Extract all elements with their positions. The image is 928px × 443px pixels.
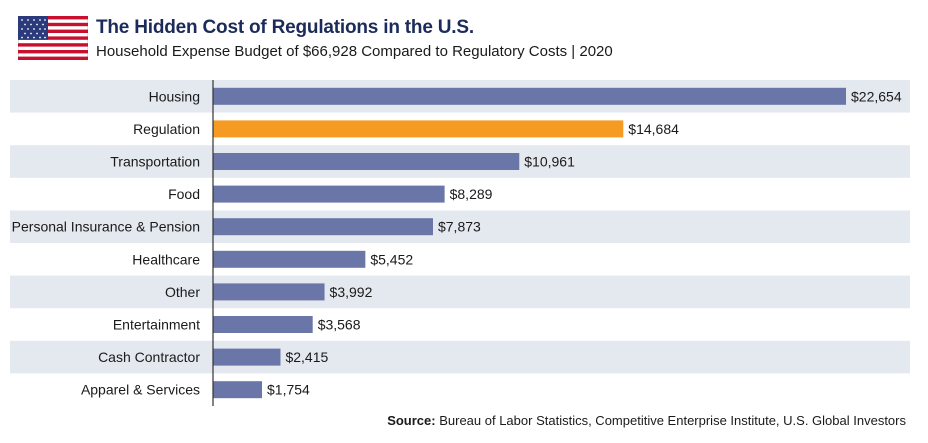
bar bbox=[213, 120, 624, 138]
value-label: $8,289 bbox=[450, 186, 493, 202]
row-band bbox=[10, 340, 910, 374]
value-label: $7,873 bbox=[438, 219, 481, 235]
bar bbox=[213, 381, 263, 399]
bar bbox=[213, 87, 846, 105]
value-label: $14,684 bbox=[628, 121, 679, 137]
category-label: Personal Insurance & Pension bbox=[12, 219, 200, 235]
chart-subtitle: Household Expense Budget of $66,928 Comp… bbox=[96, 43, 613, 60]
bar bbox=[213, 316, 313, 333]
value-label: $3,992 bbox=[330, 284, 373, 300]
source-note: Source: Bureau of Labor Statistics, Comp… bbox=[387, 413, 906, 428]
category-label: Healthcare bbox=[132, 251, 200, 267]
bar bbox=[213, 218, 433, 236]
row-band bbox=[10, 210, 910, 243]
bar bbox=[213, 348, 281, 366]
value-label: $22,654 bbox=[851, 88, 902, 104]
value-label: $1,754 bbox=[267, 382, 310, 398]
bar bbox=[213, 250, 366, 268]
category-label: Housing bbox=[149, 88, 200, 104]
category-label: Apparel & Services bbox=[81, 382, 200, 398]
source-text: Bureau of Labor Statistics, Competitive … bbox=[439, 413, 906, 428]
value-label: $3,568 bbox=[318, 317, 361, 333]
chart-header: The Hidden Cost of Regulations in the U.… bbox=[18, 14, 918, 62]
category-label: Other bbox=[165, 284, 200, 300]
value-label: $5,452 bbox=[370, 251, 413, 267]
bar bbox=[213, 185, 445, 203]
bar-chart: Housing $22,654 Regulation $14,684 Transport… bbox=[10, 80, 910, 406]
category-label: Cash Contractor bbox=[98, 349, 200, 365]
source-label: Source: bbox=[387, 413, 436, 428]
category-label: Entertainment bbox=[113, 317, 200, 333]
bar bbox=[213, 153, 520, 170]
value-label: $10,961 bbox=[524, 154, 575, 170]
category-label: Food bbox=[168, 186, 200, 202]
chart-title: The Hidden Cost of Regulations in the U.… bbox=[96, 17, 474, 38]
bar bbox=[213, 283, 325, 301]
category-label: Regulation bbox=[133, 121, 200, 137]
value-label: $2,415 bbox=[285, 349, 328, 365]
category-label: Transportation bbox=[110, 154, 200, 170]
row-band bbox=[10, 275, 910, 309]
us-flag-icon bbox=[18, 16, 88, 60]
